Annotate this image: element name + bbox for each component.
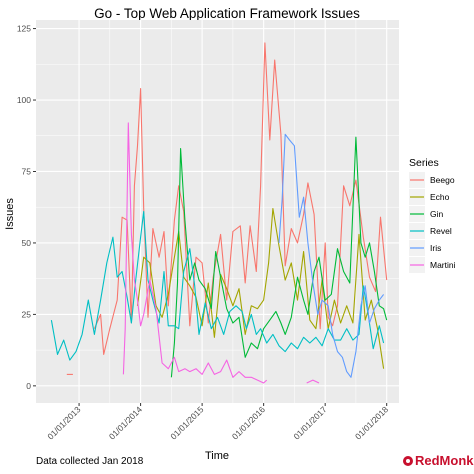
series-line-echo <box>136 208 385 369</box>
y-tick-label: 0 <box>26 381 31 391</box>
y-tick-label: 25 <box>22 309 32 319</box>
y-tick-label: 100 <box>17 95 31 105</box>
series-line-beego <box>93 42 388 355</box>
legend-label-beego: Beego <box>430 175 455 185</box>
legend-label-iris: Iris <box>430 243 441 253</box>
x-tick-label: 01/01/2017 <box>291 404 328 441</box>
redmonk-logo-icon <box>403 455 413 466</box>
series-line-martini <box>122 122 268 384</box>
x-tick-label: 01/01/2013 <box>45 404 82 441</box>
series-line-revel <box>50 210 385 361</box>
plot-panel <box>36 20 399 403</box>
series-lines <box>50 42 388 384</box>
series-line-gin <box>170 136 388 378</box>
grid-major <box>36 20 399 403</box>
legend: Series Beego Echo Gin Revel Iris Martini <box>409 157 456 273</box>
x-tick-label: 01/01/2018 <box>353 404 390 441</box>
legend-label-echo: Echo <box>430 192 450 202</box>
grid-minor <box>36 20 399 403</box>
redmonk-logo: RedMonk <box>403 453 474 468</box>
legend-label-gin: Gin <box>430 209 444 219</box>
series-line-iris <box>278 133 385 378</box>
x-axis-ticks: 01/01/2013 01/01/2014 01/01/2015 01/01/2016… <box>45 403 390 441</box>
x-axis-label: Time <box>205 450 229 462</box>
legend-title: Series <box>409 157 439 169</box>
y-tick-label: 125 <box>17 24 31 34</box>
x-tick-label: 01/01/2014 <box>107 404 144 441</box>
x-tick-label: 01/01/2016 <box>230 404 267 441</box>
redmonk-logo-text: RedMonk <box>415 453 474 468</box>
y-axis-label: Issues <box>4 198 16 230</box>
legend-label-martini: Martini <box>430 260 456 270</box>
y-tick-label: 75 <box>22 166 32 176</box>
legend-label-revel: Revel <box>430 226 452 236</box>
series-line-martini <box>306 379 320 384</box>
y-tick-label: 50 <box>22 238 32 248</box>
x-tick-label: 01/01/2015 <box>168 404 205 441</box>
chart-title: Go - Top Web Application Framework Issue… <box>94 6 360 21</box>
y-axis-ticks: 0 25 50 75 100 125 <box>17 24 36 391</box>
data-collected-note: Data collected Jan 2018 <box>36 456 144 467</box>
